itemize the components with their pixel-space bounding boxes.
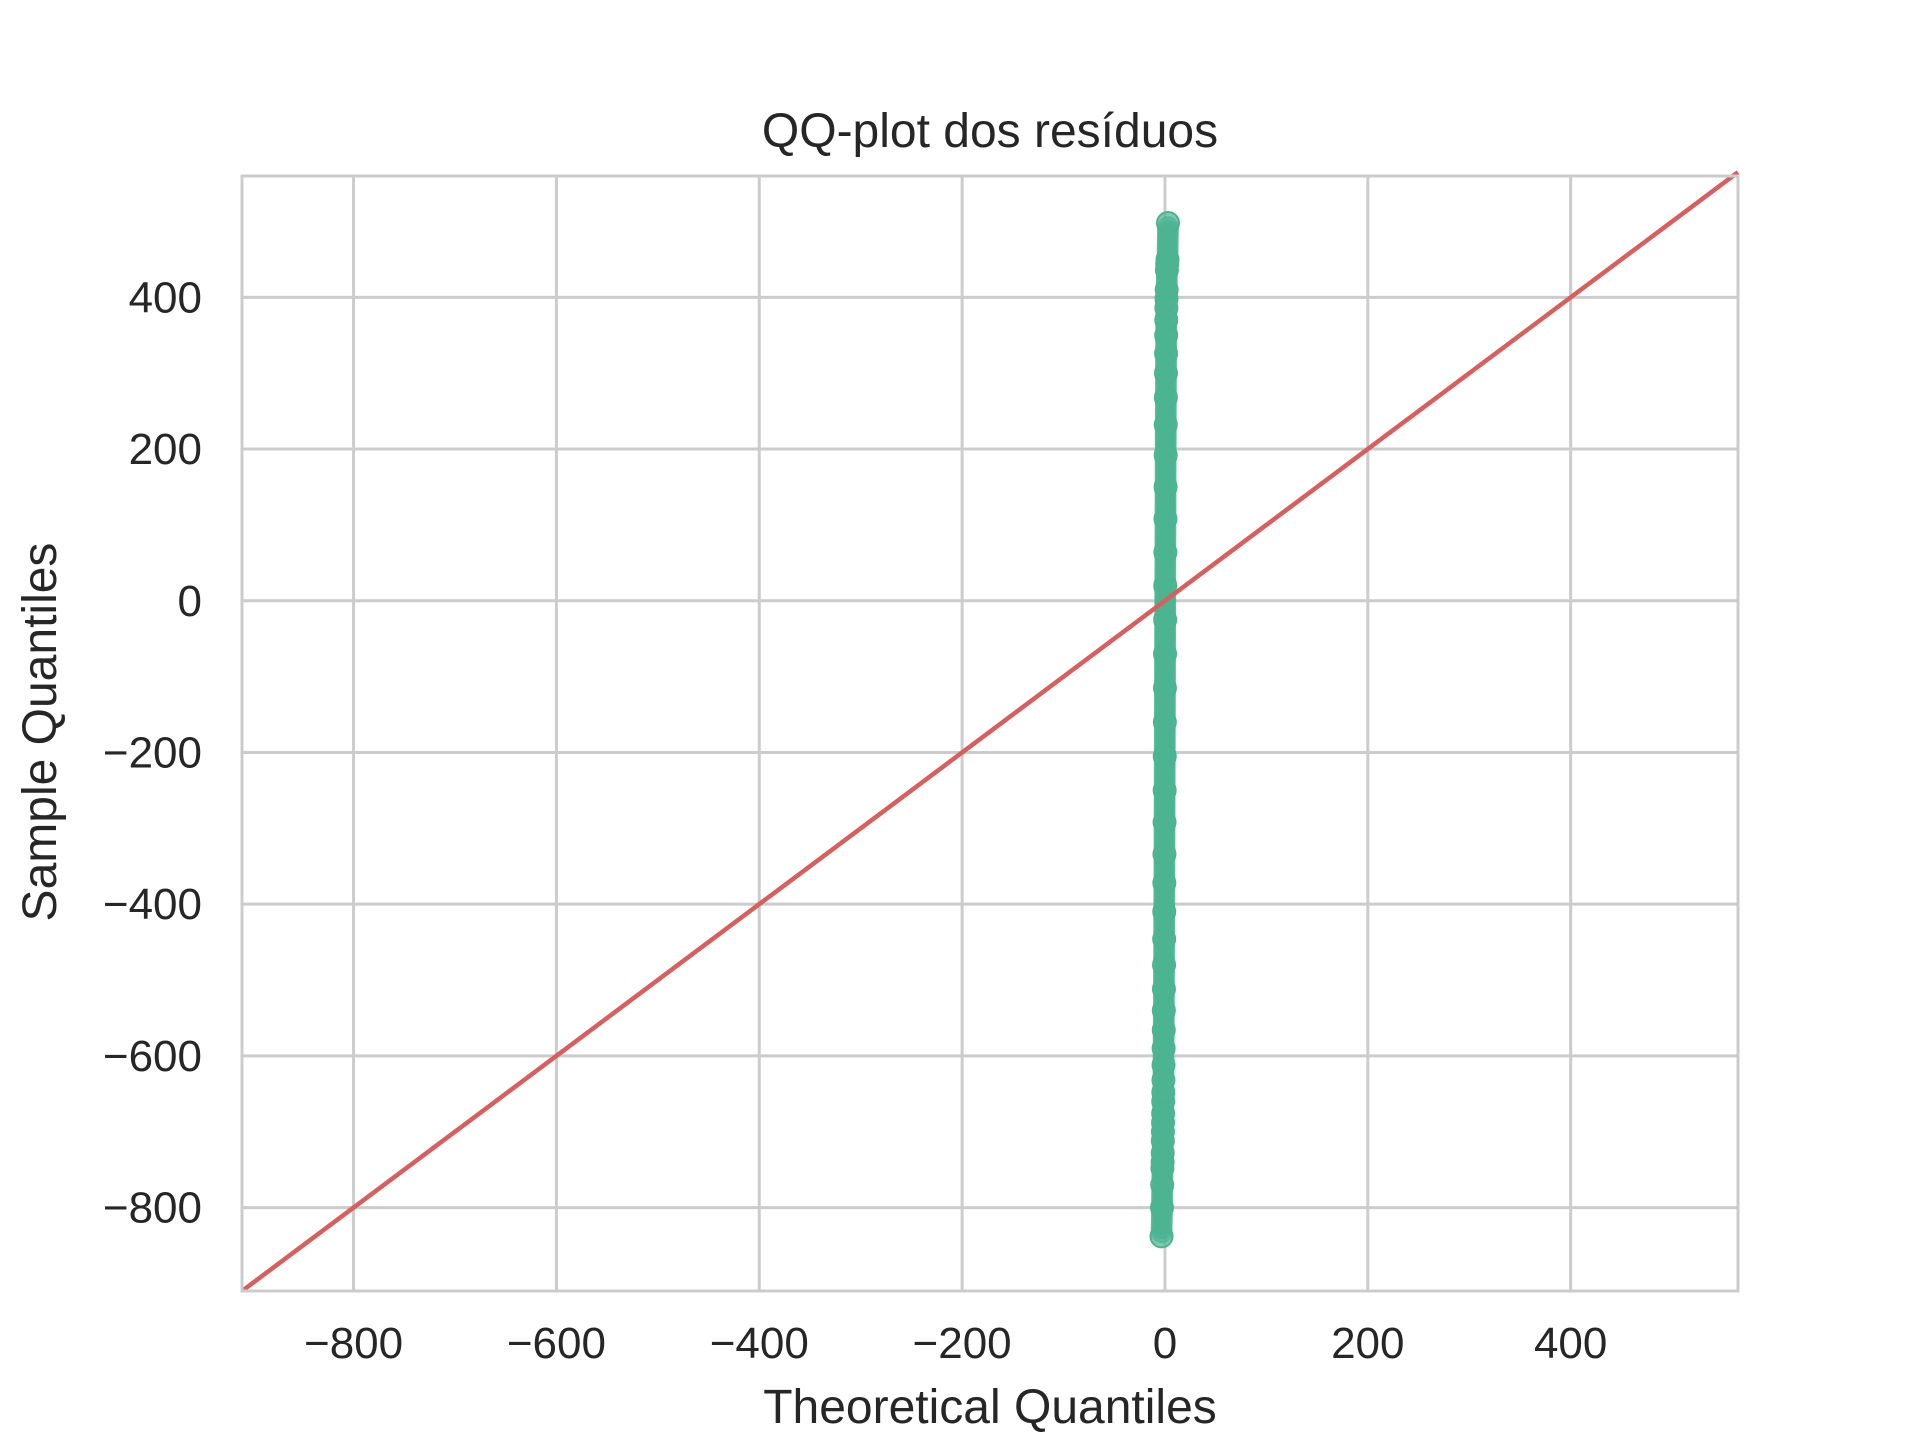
x-tick-label: −600 [507,1319,606,1368]
y-tick-label: −600 [103,1032,202,1081]
x-tick-label: −200 [913,1319,1012,1368]
x-tick-label: −800 [304,1319,403,1368]
x-axis-label: Theoretical Quantiles [763,1381,1217,1434]
y-axis-label: Sample Quantiles [14,543,67,922]
x-tick-label: −400 [710,1319,809,1368]
y-tick-label: −200 [103,728,202,777]
data-point [1156,216,1179,239]
x-tick-label: 400 [1534,1319,1607,1368]
y-tick-label: 400 [129,273,202,322]
y-tick-label: 200 [129,425,202,474]
x-tick-labels: −800 −600 −400 −200 0 200 400 [304,1319,1607,1368]
x-tick-label: 200 [1331,1319,1404,1368]
y-tick-label: −400 [103,880,202,929]
chart-title: QQ-plot dos resíduos [762,105,1218,158]
y-tick-label: −800 [103,1184,202,1233]
y-tick-label: 0 [178,577,202,626]
axes-frame [240,174,1740,1293]
y-tick-labels: −800 −600 −400 −200 0 200 400 [103,273,202,1232]
reference-line-group [240,170,1740,1293]
data-points [1149,211,1180,1249]
reference-line [240,170,1740,1293]
x-tick-label: 0 [1153,1319,1177,1368]
